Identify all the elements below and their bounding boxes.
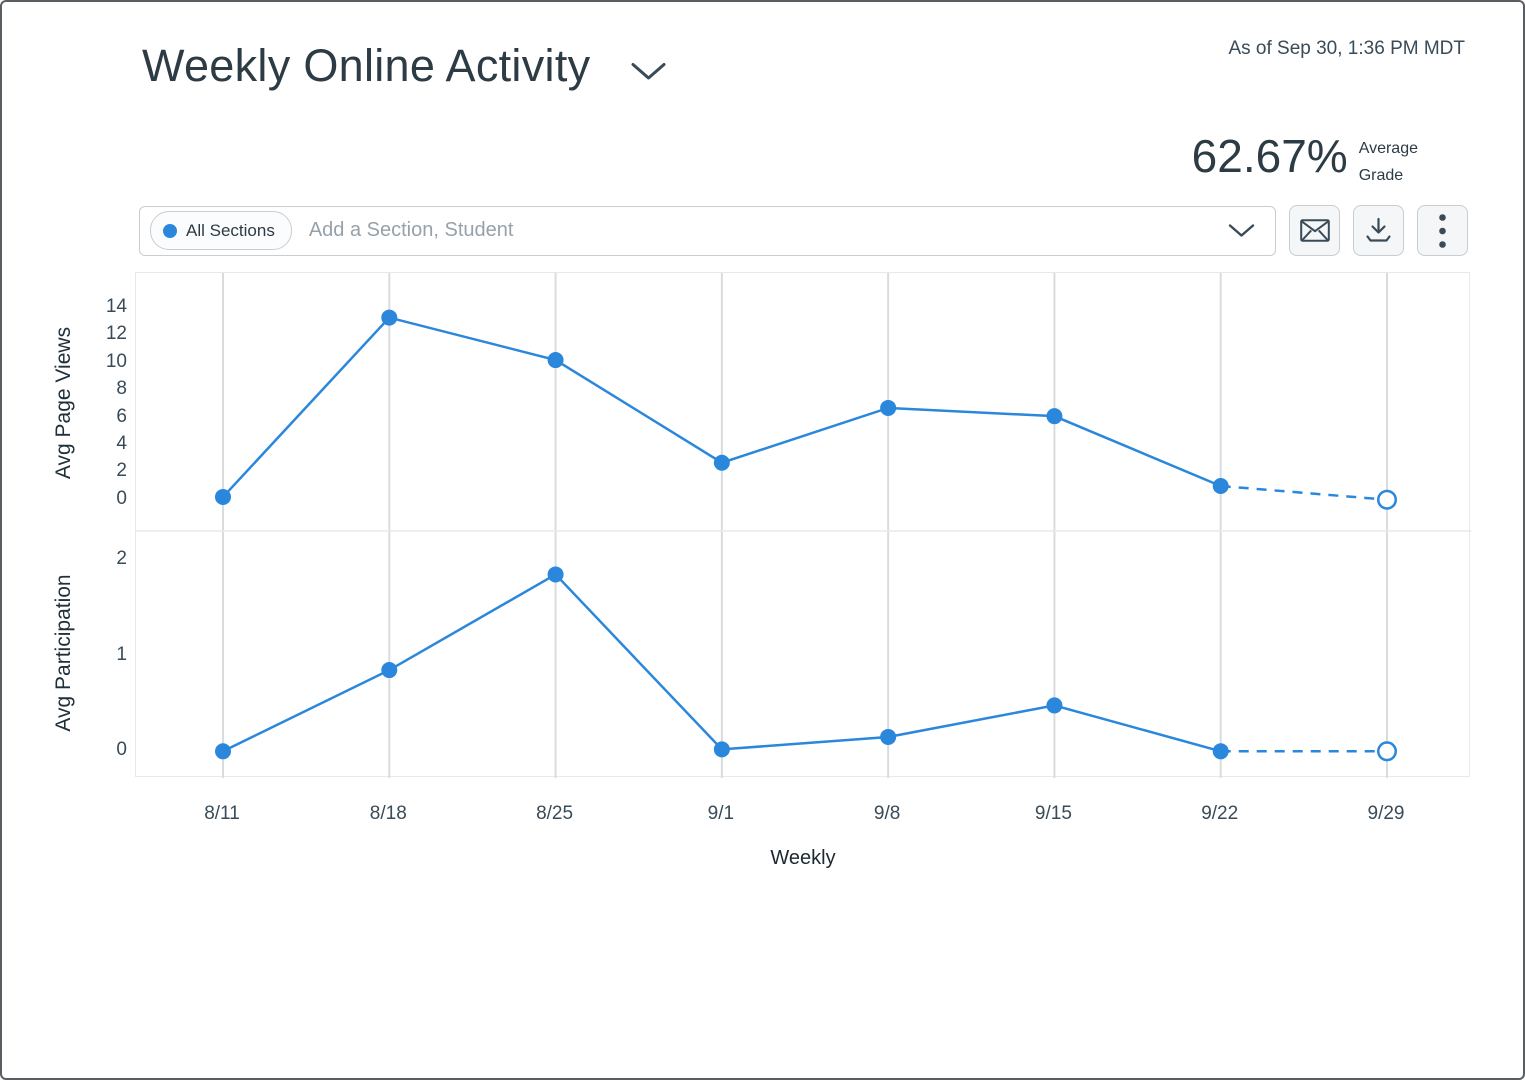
y-tick-label: 8 [116, 378, 127, 400]
x-tick-label: 9/8 [873, 803, 901, 824]
chart-point[interactable] [713, 454, 730, 471]
chart-point[interactable] [547, 352, 564, 369]
y-tick-label: 4 [116, 432, 127, 454]
chevron-down-icon[interactable] [630, 61, 667, 82]
kebab-menu-icon [1439, 213, 1446, 248]
average-grade-value: 62.67% [1191, 130, 1348, 182]
y-tick-label: 12 [105, 323, 127, 345]
weekly-activity-chart[interactable] [135, 272, 1471, 778]
section-color-dot [163, 223, 177, 238]
chevron-down-icon[interactable] [1228, 223, 1255, 238]
download-icon [1366, 217, 1391, 242]
chart-canvas[interactable] [136, 273, 1471, 778]
chart-point[interactable] [381, 309, 398, 326]
x-axis-title: Weekly [770, 847, 836, 869]
y-tick-label: 2 [116, 548, 127, 570]
chart-point-projected[interactable] [1377, 489, 1398, 510]
section-student-filter-input[interactable]: All Sections Add a Section, Student [139, 205, 1276, 256]
chart-point[interactable] [880, 728, 897, 745]
y-tick-label: 2 [116, 460, 127, 482]
envelope-icon [1299, 219, 1330, 242]
as-of-timestamp: As of Sep 30, 1:36 PM MDT [1228, 38, 1465, 59]
chart-point-projected[interactable] [1377, 741, 1398, 762]
all-sections-label: All Sections [186, 220, 275, 240]
chart-point[interactable] [1212, 478, 1229, 495]
filter-toolbar: All Sections Add a Section, Student [139, 205, 1468, 256]
x-tick-label: 9/22 [1201, 803, 1239, 824]
page-title: Weekly Online Activity [142, 40, 591, 91]
average-grade-label: Average Grade [1358, 140, 1418, 184]
projected-segment [1220, 484, 1388, 501]
y-tick-label: 0 [116, 487, 127, 509]
x-tick-label: 8/18 [369, 803, 407, 824]
all-sections-pill[interactable]: All Sections [150, 211, 292, 250]
chart-point[interactable] [547, 566, 564, 583]
chart-point[interactable] [713, 741, 730, 758]
page-title-dropdown[interactable]: Weekly Online Activity [142, 40, 667, 92]
chart-point[interactable] [1046, 408, 1063, 425]
chart-point[interactable] [215, 488, 231, 505]
x-tick-label: 9/15 [1034, 803, 1072, 824]
chart-point[interactable] [1046, 697, 1063, 714]
x-tick-label: 9/1 [707, 803, 735, 824]
chart-point[interactable] [381, 662, 398, 679]
chart-point[interactable] [1212, 743, 1229, 760]
chart-point[interactable] [880, 399, 897, 416]
x-tick-label: 8/25 [536, 803, 574, 824]
chart-point[interactable] [215, 743, 231, 760]
average-grade-summary: 62.67% Average Grade [1192, 130, 1418, 189]
more-options-button[interactable] [1417, 205, 1468, 256]
filter-placeholder-text: Add a Section, Student [308, 219, 514, 241]
y-tick-label: 14 [105, 295, 127, 317]
y-tick-label: 6 [116, 405, 127, 427]
y-tick-label: 0 [116, 739, 127, 761]
x-tick-label: 9/29 [1367, 803, 1405, 824]
y-tick-label: 1 [116, 643, 127, 665]
x-tick-label: 8/11 [204, 803, 240, 824]
y-tick-label: 10 [105, 350, 127, 372]
download-csv-button[interactable] [1353, 205, 1404, 256]
message-students-button[interactable] [1289, 205, 1340, 256]
